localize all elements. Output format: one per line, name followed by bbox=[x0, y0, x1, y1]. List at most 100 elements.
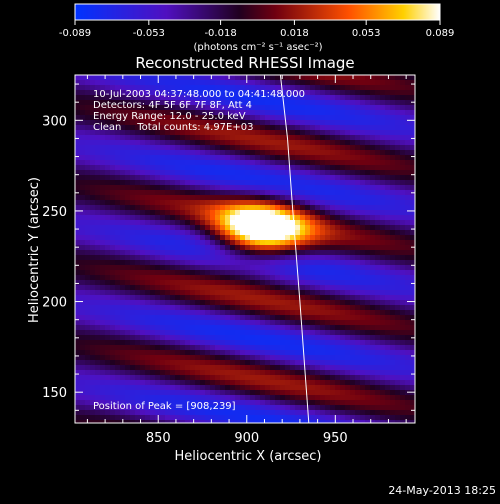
heatmap-cell bbox=[180, 390, 186, 396]
heatmap-cell bbox=[135, 135, 141, 141]
heatmap-cell bbox=[240, 405, 246, 411]
heatmap-cell bbox=[305, 235, 311, 241]
detectors-label: Detectors: 4F 5F 6F 7F 8F, Att 4 bbox=[93, 100, 252, 111]
heatmap-cell bbox=[270, 270, 276, 276]
heatmap-cell bbox=[245, 150, 251, 156]
heatmap-cell bbox=[265, 80, 271, 86]
heatmap-cell bbox=[335, 230, 341, 236]
heatmap-cell bbox=[120, 170, 126, 176]
heatmap-cell bbox=[255, 375, 261, 381]
heatmap-cell bbox=[325, 350, 331, 356]
heatmap-cell bbox=[285, 370, 291, 376]
heatmap-cell bbox=[255, 415, 261, 421]
heatmap-cell bbox=[200, 295, 206, 301]
heatmap-cell bbox=[90, 330, 96, 336]
heatmap-cell bbox=[310, 360, 316, 366]
heatmap-cell bbox=[100, 300, 106, 306]
heatmap-cell bbox=[385, 385, 391, 391]
heatmap-cell bbox=[395, 115, 401, 121]
heatmap-cell bbox=[200, 355, 206, 361]
heatmap-cell bbox=[180, 270, 186, 276]
heatmap-cell bbox=[225, 405, 231, 411]
heatmap-cell bbox=[375, 275, 381, 281]
heatmap-cell bbox=[360, 345, 366, 351]
heatmap-cell bbox=[400, 130, 406, 136]
heatmap-cell bbox=[350, 390, 356, 396]
heatmap-cell bbox=[405, 120, 411, 126]
heatmap-cell bbox=[305, 325, 311, 331]
heatmap-cell bbox=[300, 290, 306, 296]
heatmap-cell bbox=[360, 75, 366, 81]
heatmap-cell bbox=[115, 340, 121, 346]
heatmap-cell bbox=[175, 335, 181, 341]
heatmap-cell bbox=[375, 335, 381, 341]
heatmap-cell bbox=[275, 85, 281, 91]
heatmap-cell bbox=[295, 250, 301, 256]
heatmap-cell bbox=[245, 225, 251, 231]
heatmap-cell bbox=[125, 150, 131, 156]
heatmap-cell bbox=[120, 335, 126, 341]
heatmap-cell bbox=[375, 120, 381, 126]
heatmap-cell bbox=[80, 140, 86, 146]
heatmap-cell bbox=[145, 335, 151, 341]
heatmap-cell bbox=[120, 385, 126, 391]
heatmap-cell bbox=[215, 330, 221, 336]
heatmap-cell bbox=[190, 150, 196, 156]
heatmap-cell bbox=[155, 170, 161, 176]
heatmap-cell bbox=[230, 240, 236, 246]
heatmap-cell bbox=[290, 80, 296, 86]
heatmap-cell bbox=[305, 330, 311, 336]
heatmap-cell bbox=[240, 155, 246, 161]
heatmap-cell bbox=[365, 255, 371, 261]
heatmap-cell bbox=[375, 360, 381, 366]
heatmap-cell bbox=[390, 115, 396, 121]
heatmap-cell bbox=[220, 215, 226, 221]
heatmap-cell bbox=[280, 170, 286, 176]
heatmap-cell bbox=[290, 285, 296, 291]
heatmap-cell bbox=[290, 75, 296, 81]
heatmap-cell bbox=[165, 365, 171, 371]
heatmap-cell bbox=[355, 175, 361, 181]
heatmap-cell bbox=[165, 290, 171, 296]
heatmap-cell bbox=[330, 230, 336, 236]
heatmap-cell bbox=[125, 185, 131, 191]
heatmap-cell bbox=[80, 365, 86, 371]
heatmap-cell bbox=[90, 195, 96, 201]
heatmap-cell bbox=[350, 365, 356, 371]
heatmap-cell bbox=[105, 295, 111, 301]
heatmap-cell bbox=[385, 195, 391, 201]
heatmap-cell bbox=[160, 270, 166, 276]
heatmap-cell bbox=[345, 280, 351, 286]
heatmap-cell bbox=[225, 165, 231, 171]
heatmap-cell bbox=[180, 105, 186, 111]
heatmap-cell bbox=[135, 270, 141, 276]
heatmap-cell bbox=[370, 125, 376, 131]
heatmap-cell bbox=[370, 150, 376, 156]
heatmap-cell bbox=[150, 390, 156, 396]
heatmap-cell bbox=[125, 160, 131, 166]
heatmap-cell bbox=[185, 275, 191, 281]
heatmap-cell bbox=[310, 225, 316, 231]
heatmap-cell bbox=[295, 75, 301, 81]
heatmap-cell bbox=[380, 135, 386, 141]
heatmap-cell bbox=[245, 125, 251, 131]
heatmap-cell bbox=[185, 215, 191, 221]
heatmap-cell bbox=[220, 275, 226, 281]
heatmap-cell bbox=[190, 75, 196, 81]
heatmap-cell bbox=[330, 100, 336, 106]
heatmap-cell bbox=[290, 190, 296, 196]
heatmap-cell bbox=[240, 225, 246, 231]
heatmap-cell bbox=[200, 175, 206, 181]
heatmap-cell bbox=[405, 215, 411, 221]
heatmap-cell bbox=[125, 405, 131, 411]
heatmap-cell bbox=[200, 315, 206, 321]
heatmap-cell bbox=[405, 95, 411, 101]
heatmap-cell bbox=[165, 225, 171, 231]
heatmap-cell bbox=[175, 225, 181, 231]
heatmap-cell bbox=[75, 345, 81, 351]
heatmap-cell bbox=[240, 195, 246, 201]
heatmap-cell bbox=[370, 305, 376, 311]
heatmap-cell bbox=[220, 335, 226, 341]
heatmap-cell bbox=[250, 330, 256, 336]
heatmap-cell bbox=[355, 270, 361, 276]
